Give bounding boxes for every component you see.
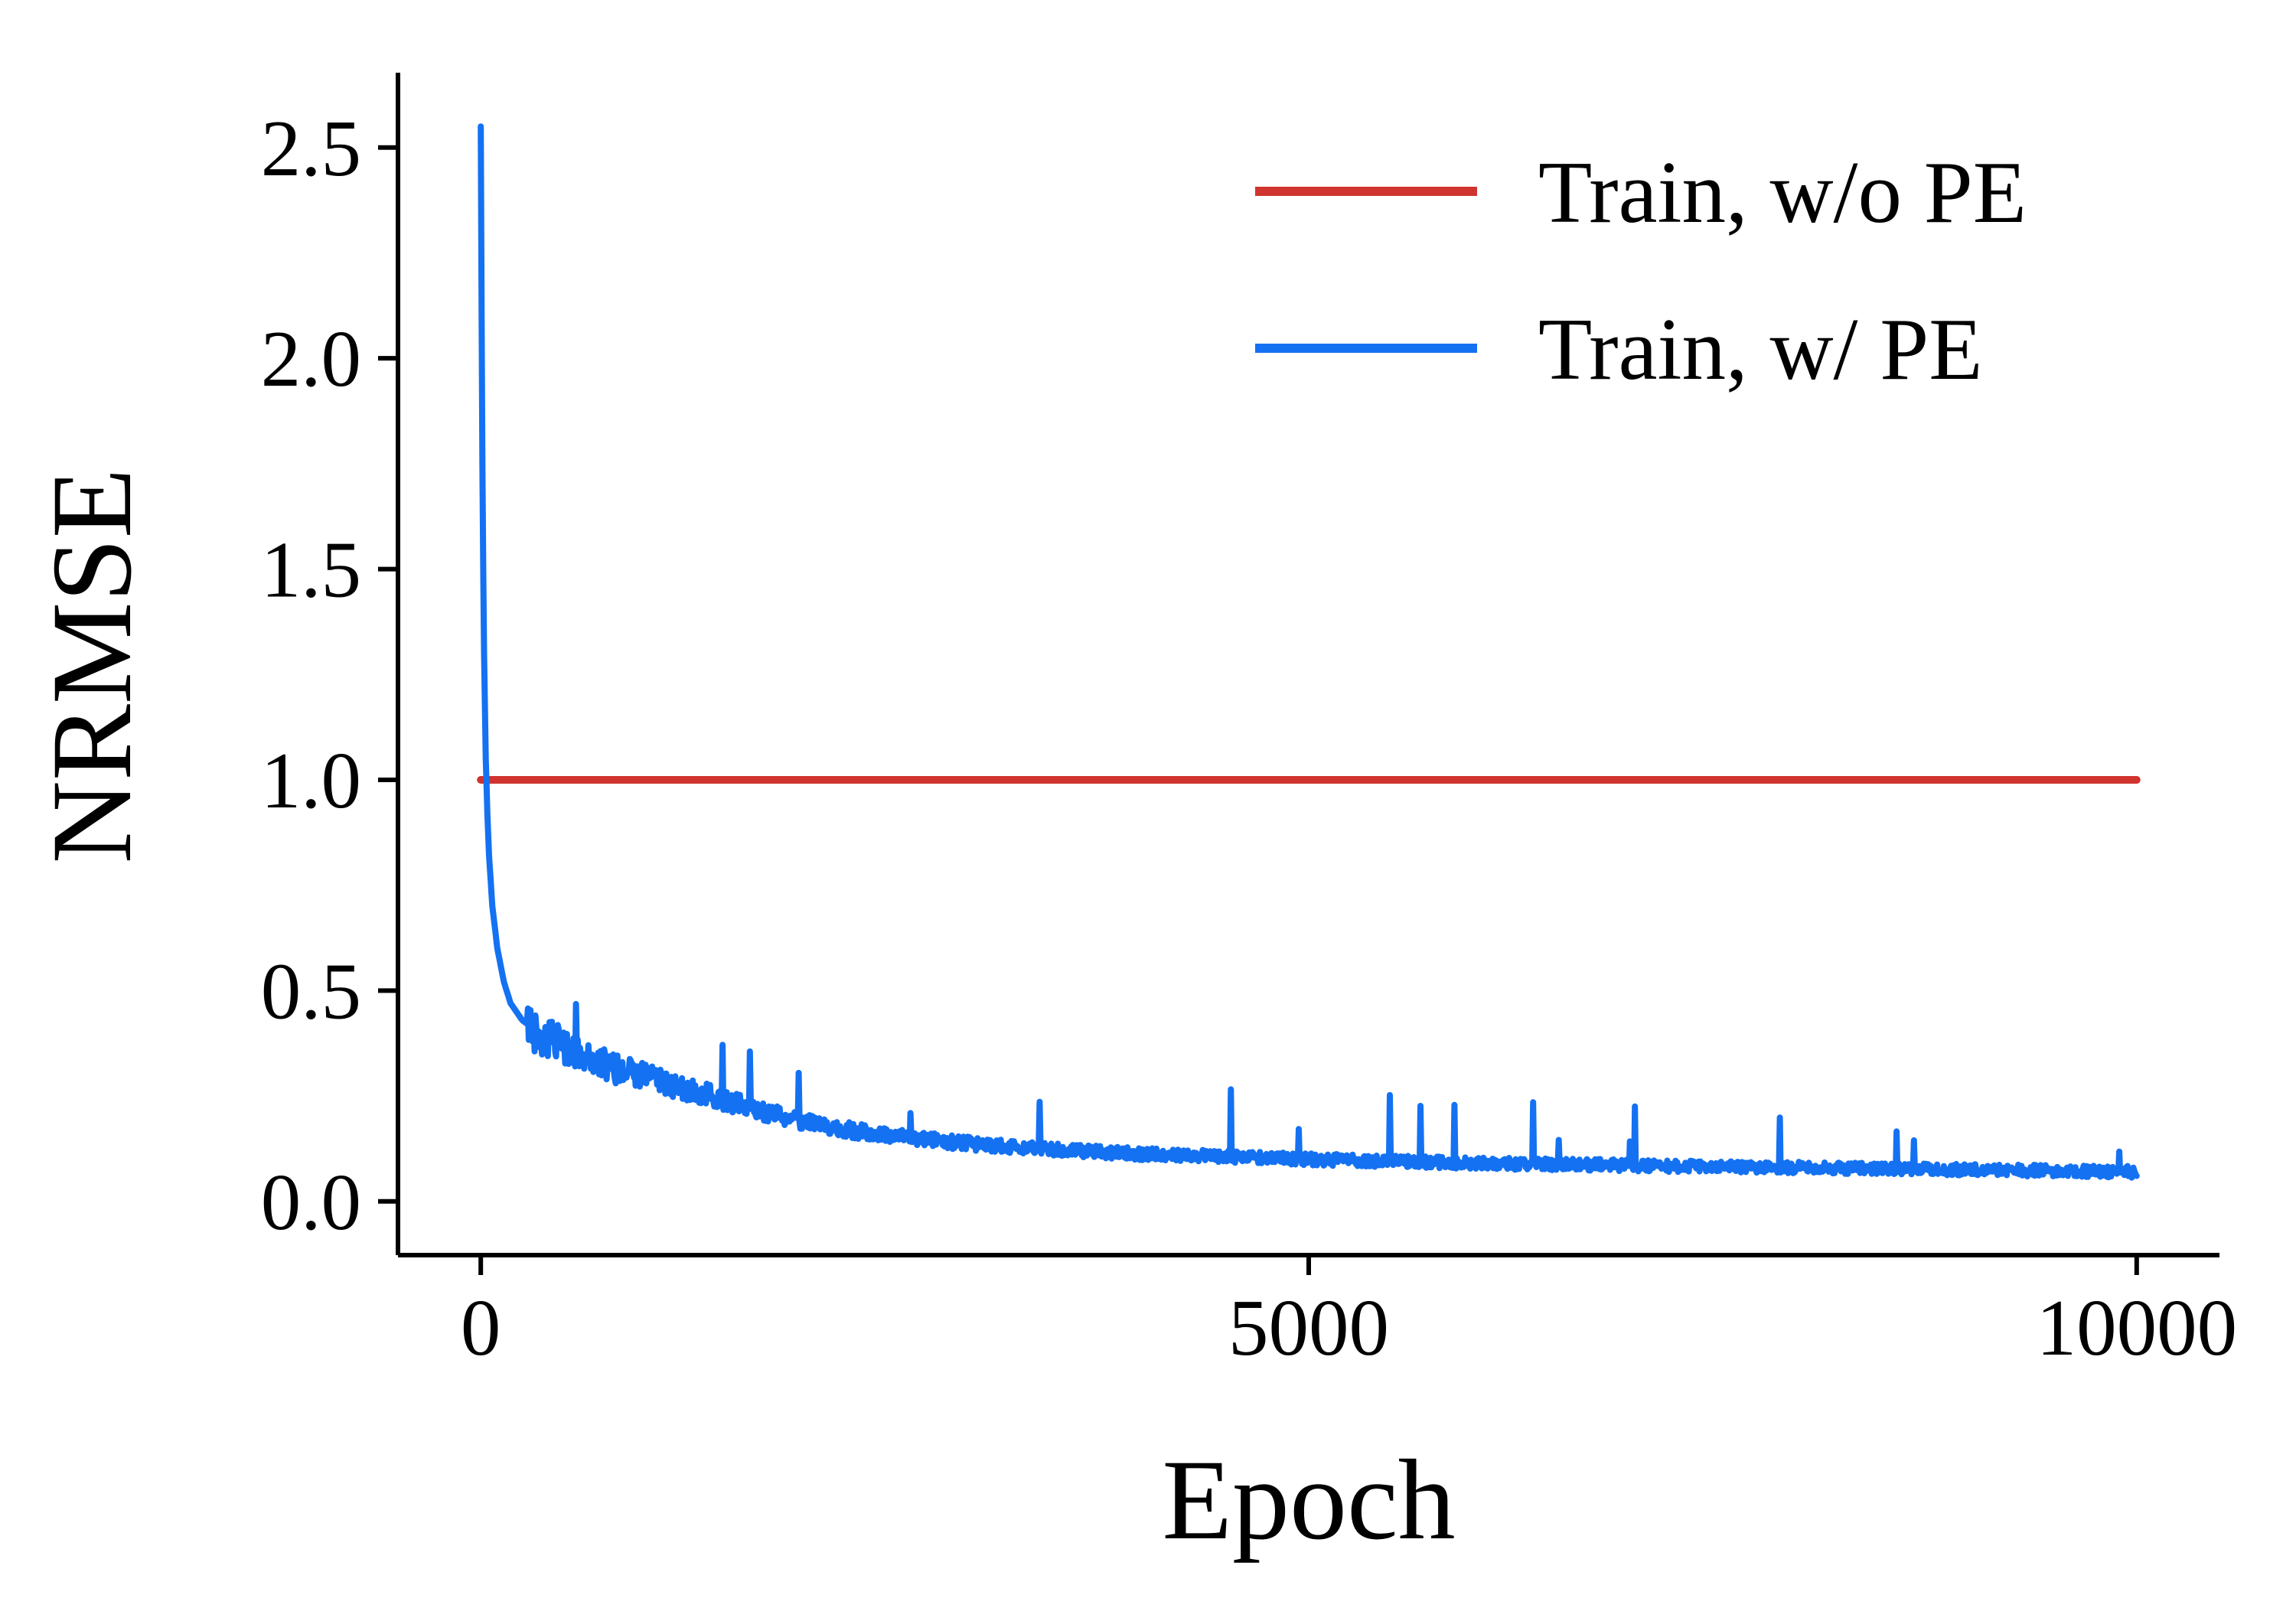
legend-entry-train-w-pe: Train, w/ PE xyxy=(1255,301,1982,398)
plot-area: 0 5000 10000 0.0 0.5 1.0 1.5 2.0 2.5 xyxy=(261,73,2237,1372)
x-tick-label: 0 xyxy=(461,1283,501,1372)
legend-entry-train-wo-pe: Train, w/o PE xyxy=(1255,144,2027,241)
y-tick-label: 1.0 xyxy=(261,735,361,825)
y-tick-label: 1.5 xyxy=(261,525,361,615)
y-tick-label: 2.5 xyxy=(261,103,361,193)
series-line-1 xyxy=(478,123,2140,1181)
y-axis-label: NRMSE xyxy=(28,468,155,864)
y-tick-label: 2.0 xyxy=(261,314,361,403)
legend: Train, w/o PE Train, w/ PE xyxy=(1255,144,2027,398)
x-axis-label: Epoch xyxy=(1162,1437,1455,1564)
y-tick-label: 0.0 xyxy=(261,1157,361,1247)
x-tick-label: 10000 xyxy=(2037,1283,2238,1372)
legend-label-train-w-pe: Train, w/ PE xyxy=(1538,301,1982,398)
legend-label-train-wo-pe: Train, w/o PE xyxy=(1538,144,2027,241)
x-tick-label: 5000 xyxy=(1228,1283,1389,1372)
y-tick-label: 0.5 xyxy=(261,946,361,1035)
